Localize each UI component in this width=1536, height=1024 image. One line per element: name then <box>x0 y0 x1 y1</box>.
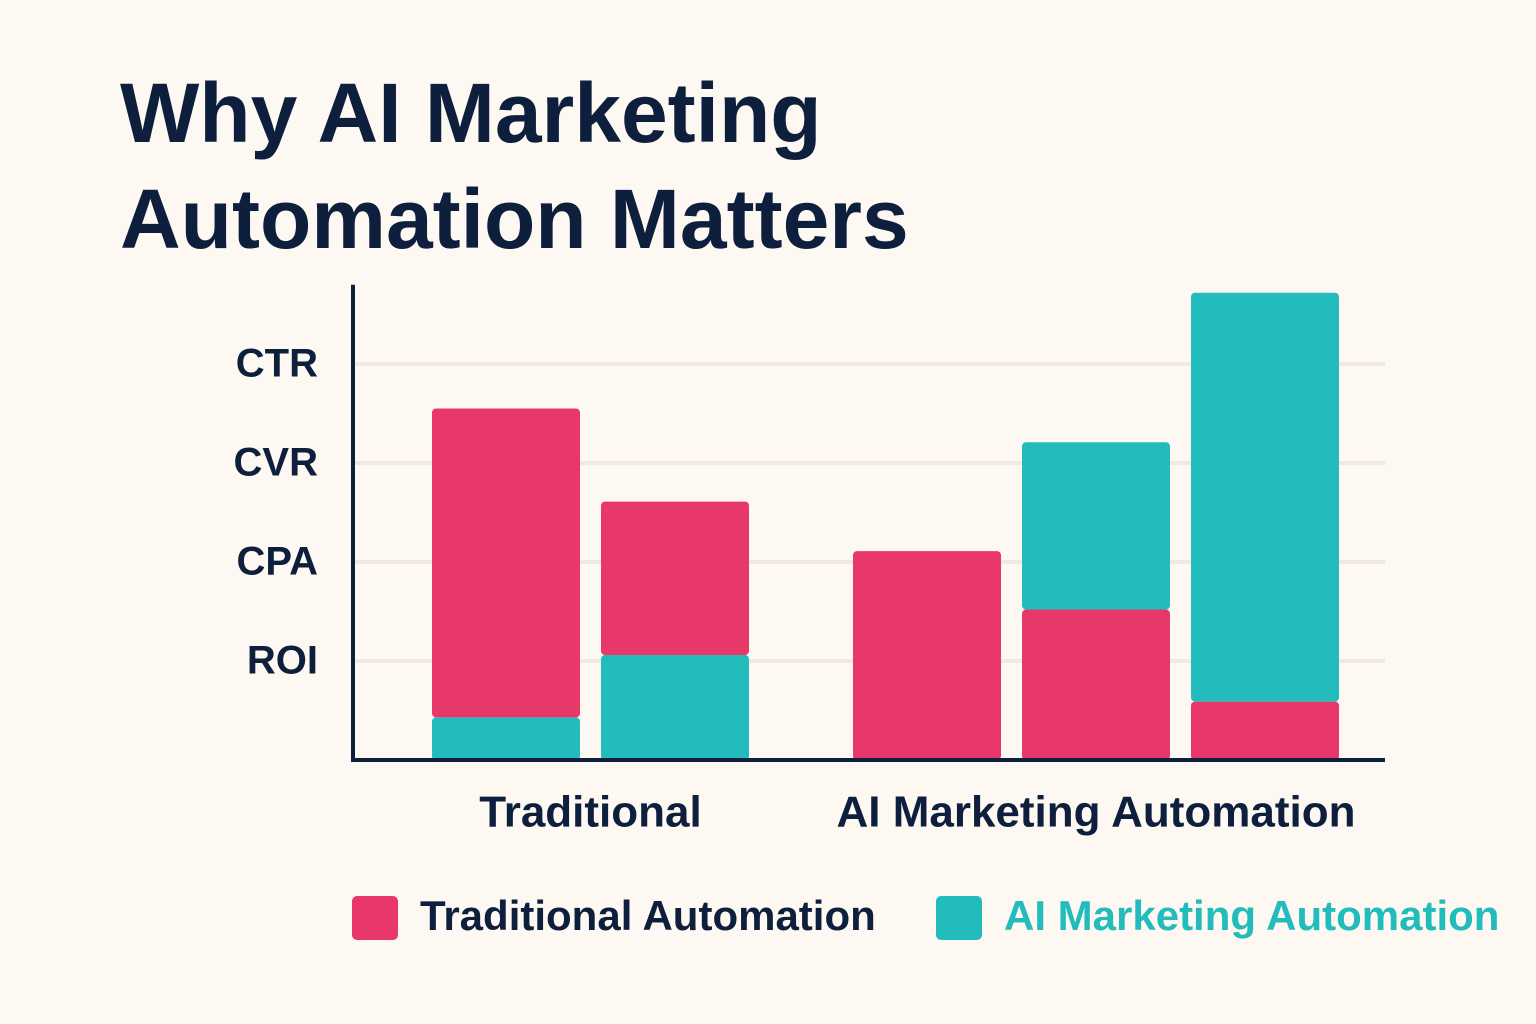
bar-segment <box>853 551 1001 760</box>
legend-swatch <box>352 896 398 940</box>
bar-segment <box>432 408 580 718</box>
legend-label: AI Marketing Automation <box>1004 892 1499 939</box>
bar-segment <box>1022 442 1170 610</box>
y-tick-label: ROI <box>247 639 318 683</box>
bar-segment <box>432 717 580 760</box>
legend-swatch <box>936 896 982 940</box>
group-label: Traditional <box>479 788 701 837</box>
bar-segment <box>601 655 749 760</box>
y-tick-label: CTR <box>236 342 318 386</box>
bar-segment <box>601 501 749 656</box>
legend-label: Traditional Automation <box>420 892 876 939</box>
bar-segment <box>1022 609 1170 760</box>
bar-segment <box>1191 292 1339 702</box>
group-label: AI Marketing Automation <box>836 788 1355 837</box>
bar-segment <box>1191 701 1339 760</box>
y-tick-label: CVR <box>234 441 319 485</box>
chart-title: Why AI Marketing Automation Matters <box>120 66 909 266</box>
y-tick-label: CPA <box>237 540 318 584</box>
